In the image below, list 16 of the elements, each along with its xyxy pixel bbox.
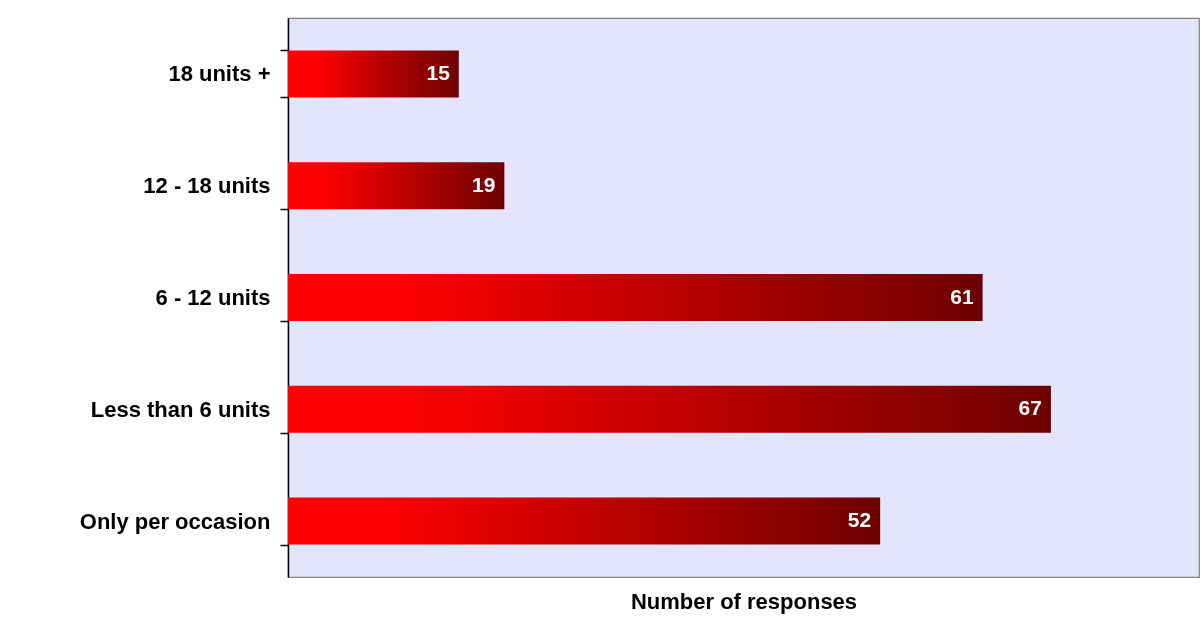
bar	[288, 50, 459, 98]
data-label: 67	[1018, 396, 1042, 420]
y-tick-label: Less than 6 units	[90, 396, 271, 422]
data-label: 15	[426, 60, 451, 84]
x-axis-title: Number of responses	[630, 588, 858, 614]
data-label: 61	[950, 284, 974, 308]
bar	[288, 274, 983, 321]
bar	[288, 385, 1051, 433]
data-label: 52	[847, 508, 872, 532]
bar	[288, 497, 881, 545]
y-tick-label: 18 units +	[168, 61, 271, 87]
y-tick-label: 6 - 12 units	[155, 285, 271, 310]
y-tick-label: Only per occasion	[79, 508, 271, 534]
y-tick-label: 12 - 18 units	[143, 173, 271, 199]
bar	[288, 162, 505, 210]
data-label: 19	[472, 172, 496, 196]
